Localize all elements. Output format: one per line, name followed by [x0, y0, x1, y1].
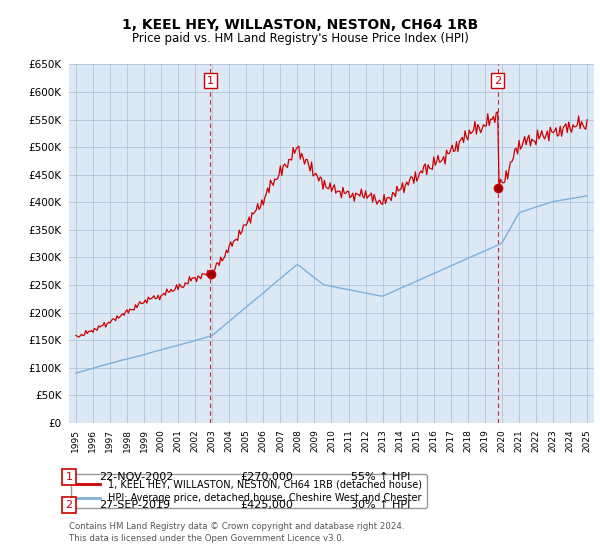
Text: 27-SEP-2019: 27-SEP-2019	[99, 500, 170, 510]
Text: 2: 2	[65, 500, 73, 510]
Text: Price paid vs. HM Land Registry's House Price Index (HPI): Price paid vs. HM Land Registry's House …	[131, 32, 469, 45]
Text: Contains HM Land Registry data © Crown copyright and database right 2024.: Contains HM Land Registry data © Crown c…	[69, 522, 404, 531]
Text: 1, KEEL HEY, WILLASTON, NESTON, CH64 1RB: 1, KEEL HEY, WILLASTON, NESTON, CH64 1RB	[122, 18, 478, 32]
Legend: 1, KEEL HEY, WILLASTON, NESTON, CH64 1RB (detached house), HPI: Average price, d: 1, KEEL HEY, WILLASTON, NESTON, CH64 1RB…	[71, 474, 427, 508]
Text: 2: 2	[494, 76, 501, 86]
Text: 22-NOV-2002: 22-NOV-2002	[99, 472, 173, 482]
Text: 55% ↑ HPI: 55% ↑ HPI	[351, 472, 410, 482]
Text: £425,000: £425,000	[240, 500, 293, 510]
Text: 30% ↑ HPI: 30% ↑ HPI	[351, 500, 410, 510]
Text: 1: 1	[207, 76, 214, 86]
Text: £270,000: £270,000	[240, 472, 293, 482]
Text: 1: 1	[65, 472, 73, 482]
Text: This data is licensed under the Open Government Licence v3.0.: This data is licensed under the Open Gov…	[69, 534, 344, 543]
